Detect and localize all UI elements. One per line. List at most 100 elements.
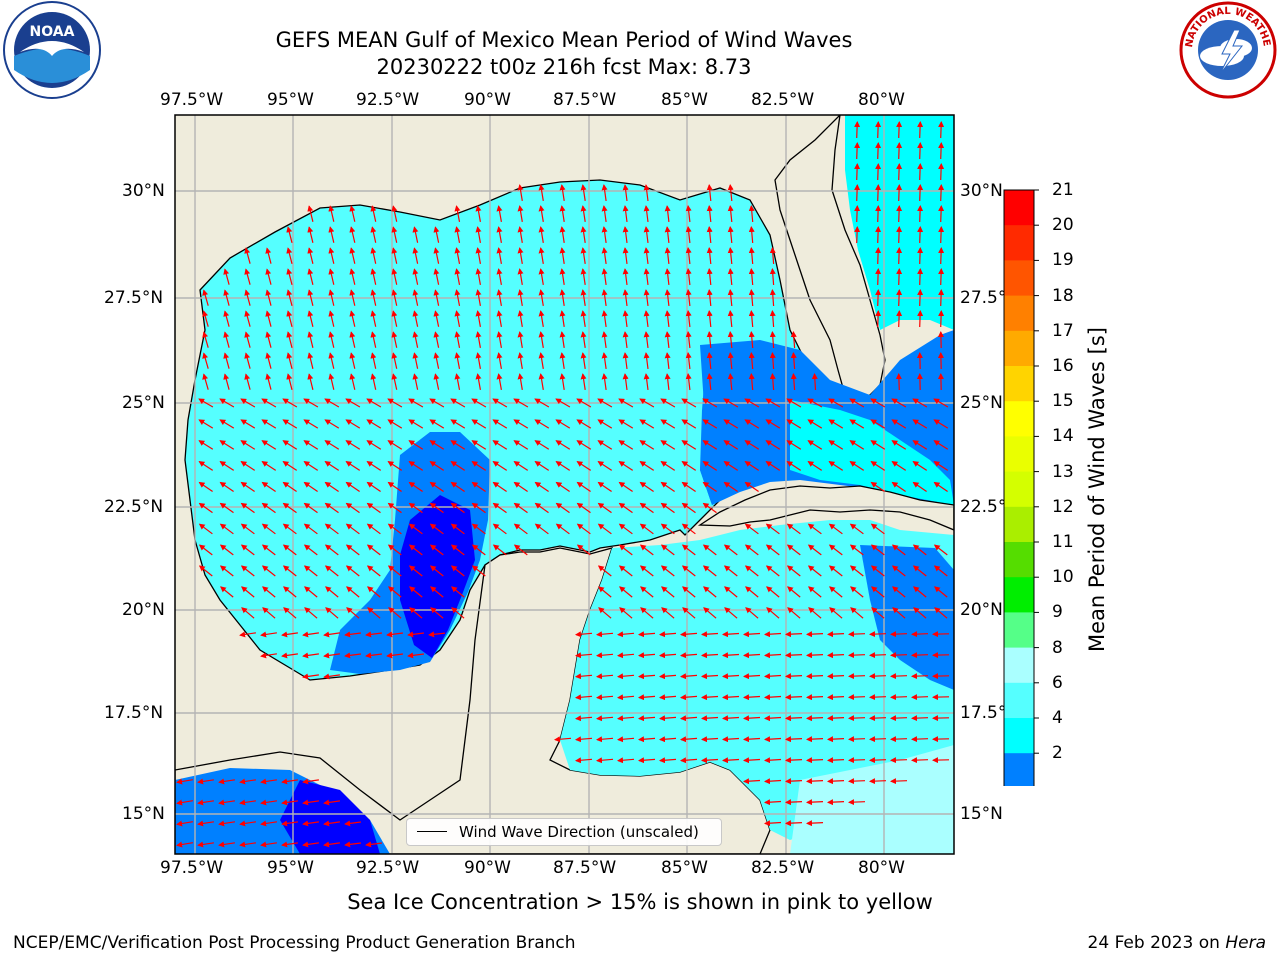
wind-wave-arrow <box>933 419 949 429</box>
wind-wave-arrow <box>890 631 908 638</box>
wind-wave-arrow <box>282 440 298 450</box>
wind-wave-arrow <box>307 268 314 285</box>
wind-wave-arrow <box>870 544 885 556</box>
wind-wave-arrow <box>891 440 907 450</box>
wind-wave-arrow <box>265 352 272 369</box>
wind-wave-arrow <box>869 715 887 722</box>
wind-wave-arrow <box>244 247 251 264</box>
wind-wave-arrow <box>176 820 193 827</box>
wind-wave-arrow <box>576 440 592 450</box>
wind-wave-arrow <box>260 652 277 659</box>
wind-wave-arrow <box>283 586 297 598</box>
wind-wave-arrow <box>307 331 314 348</box>
wind-wave-arrow <box>513 398 529 408</box>
wind-wave-arrow <box>366 544 381 556</box>
wind-wave-arrow <box>575 673 593 680</box>
wind-wave-arrow <box>391 331 398 348</box>
wind-wave-arrow <box>391 268 398 285</box>
wind-wave-arrow <box>367 586 381 598</box>
wind-wave-arrow <box>307 352 314 369</box>
wind-wave-arrow <box>848 799 866 806</box>
wind-wave-arrow <box>240 544 255 556</box>
wind-wave-arrow <box>660 440 676 450</box>
wind-wave-arrow <box>934 607 948 619</box>
noaa-logo-text: NOAA <box>30 24 75 40</box>
lat-label-right: 15°N <box>960 804 1003 824</box>
wind-wave-arrow <box>513 502 528 514</box>
wind-wave-arrow <box>638 631 656 638</box>
wind-wave-arrow <box>706 268 713 286</box>
wind-wave-arrow <box>681 398 697 408</box>
wind-wave-arrow <box>848 631 866 638</box>
wind-wave-arrow <box>764 631 782 638</box>
wind-wave-arrow <box>938 184 945 202</box>
wind-wave-arrow <box>938 226 945 244</box>
wind-wave-arrow <box>366 440 382 450</box>
wind-wave-arrow <box>727 247 734 265</box>
wind-wave-arrow <box>933 565 948 577</box>
wind-wave-arrow <box>454 247 461 265</box>
colorbar-tick-label: 17 <box>1052 320 1074 341</box>
wind-wave-arrow <box>681 523 696 535</box>
wind-wave-arrow <box>660 502 675 514</box>
wind-wave-arrow <box>727 289 734 307</box>
wind-wave-arrow <box>769 247 776 265</box>
wind-wave-arrow <box>286 289 293 306</box>
wind-wave-arrow <box>723 398 739 408</box>
cuba-land <box>697 485 954 531</box>
colorbar-segment <box>1004 577 1034 613</box>
wind-wave-arrow <box>580 373 587 390</box>
sw-water-dark <box>280 780 380 854</box>
wind-wave-arrow <box>365 631 382 638</box>
wind-wave-arrow <box>323 652 340 659</box>
wind-wave-arrow <box>848 715 866 722</box>
wind-wave-arrow <box>849 398 865 408</box>
wind-wave-arrow <box>286 331 293 348</box>
wind-wave-arrow <box>281 841 298 848</box>
wind-wave-arrow <box>492 502 507 514</box>
wind-wave-arrow <box>848 652 866 659</box>
wind-wave-arrow <box>765 565 780 577</box>
wind-wave-arrow <box>366 565 381 577</box>
wind-wave-arrow <box>580 289 587 306</box>
wind-wave-arrow <box>639 481 654 492</box>
wind-wave-arrow <box>744 398 760 408</box>
wind-wave-arrow <box>261 502 276 514</box>
wind-wave-arrow <box>260 799 277 806</box>
wind-wave-arrow <box>240 481 255 492</box>
wind-wave-arrow <box>917 163 924 181</box>
wind-wave-arrow <box>786 565 801 577</box>
wind-wave-arrow <box>806 694 824 701</box>
wind-wave-arrow <box>534 523 549 535</box>
wind-wave-arrow <box>748 310 755 328</box>
wind-wave-arrow <box>391 289 398 306</box>
wind-wave-arrow <box>680 736 698 743</box>
wind-wave-arrow <box>408 440 424 450</box>
wind-wave-arrow <box>471 565 486 577</box>
wind-wave-arrow <box>622 268 629 285</box>
wind-arrows <box>176 121 950 848</box>
wind-wave-arrow <box>303 544 318 556</box>
wind-wave-arrow <box>790 331 797 349</box>
wind-wave-arrow <box>727 268 734 286</box>
wind-wave-arrow <box>241 586 255 598</box>
wind-wave-arrow <box>559 373 566 390</box>
wind-wave-arrow <box>387 481 402 492</box>
wind-wave-arrow <box>724 586 738 598</box>
wind-wave-arrow <box>559 289 566 306</box>
lon-label-top: 85°W <box>661 90 708 110</box>
wind-wave-arrow <box>454 352 461 370</box>
wind-wave-arrow <box>912 440 928 450</box>
wind-wave-arrow <box>618 398 634 408</box>
wind-wave-arrow <box>848 757 866 764</box>
wind-wave-arrow <box>576 419 592 429</box>
wind-wave-arrow <box>302 841 319 848</box>
wind-wave-arrow <box>576 398 592 408</box>
wind-wave-arrow <box>911 736 929 743</box>
wind-wave-arrow <box>938 121 945 139</box>
wind-wave-arrow <box>345 502 360 514</box>
wind-wave-arrow <box>722 694 740 701</box>
wind-wave-arrow <box>559 184 566 201</box>
wind-wave-arrow <box>475 289 482 307</box>
